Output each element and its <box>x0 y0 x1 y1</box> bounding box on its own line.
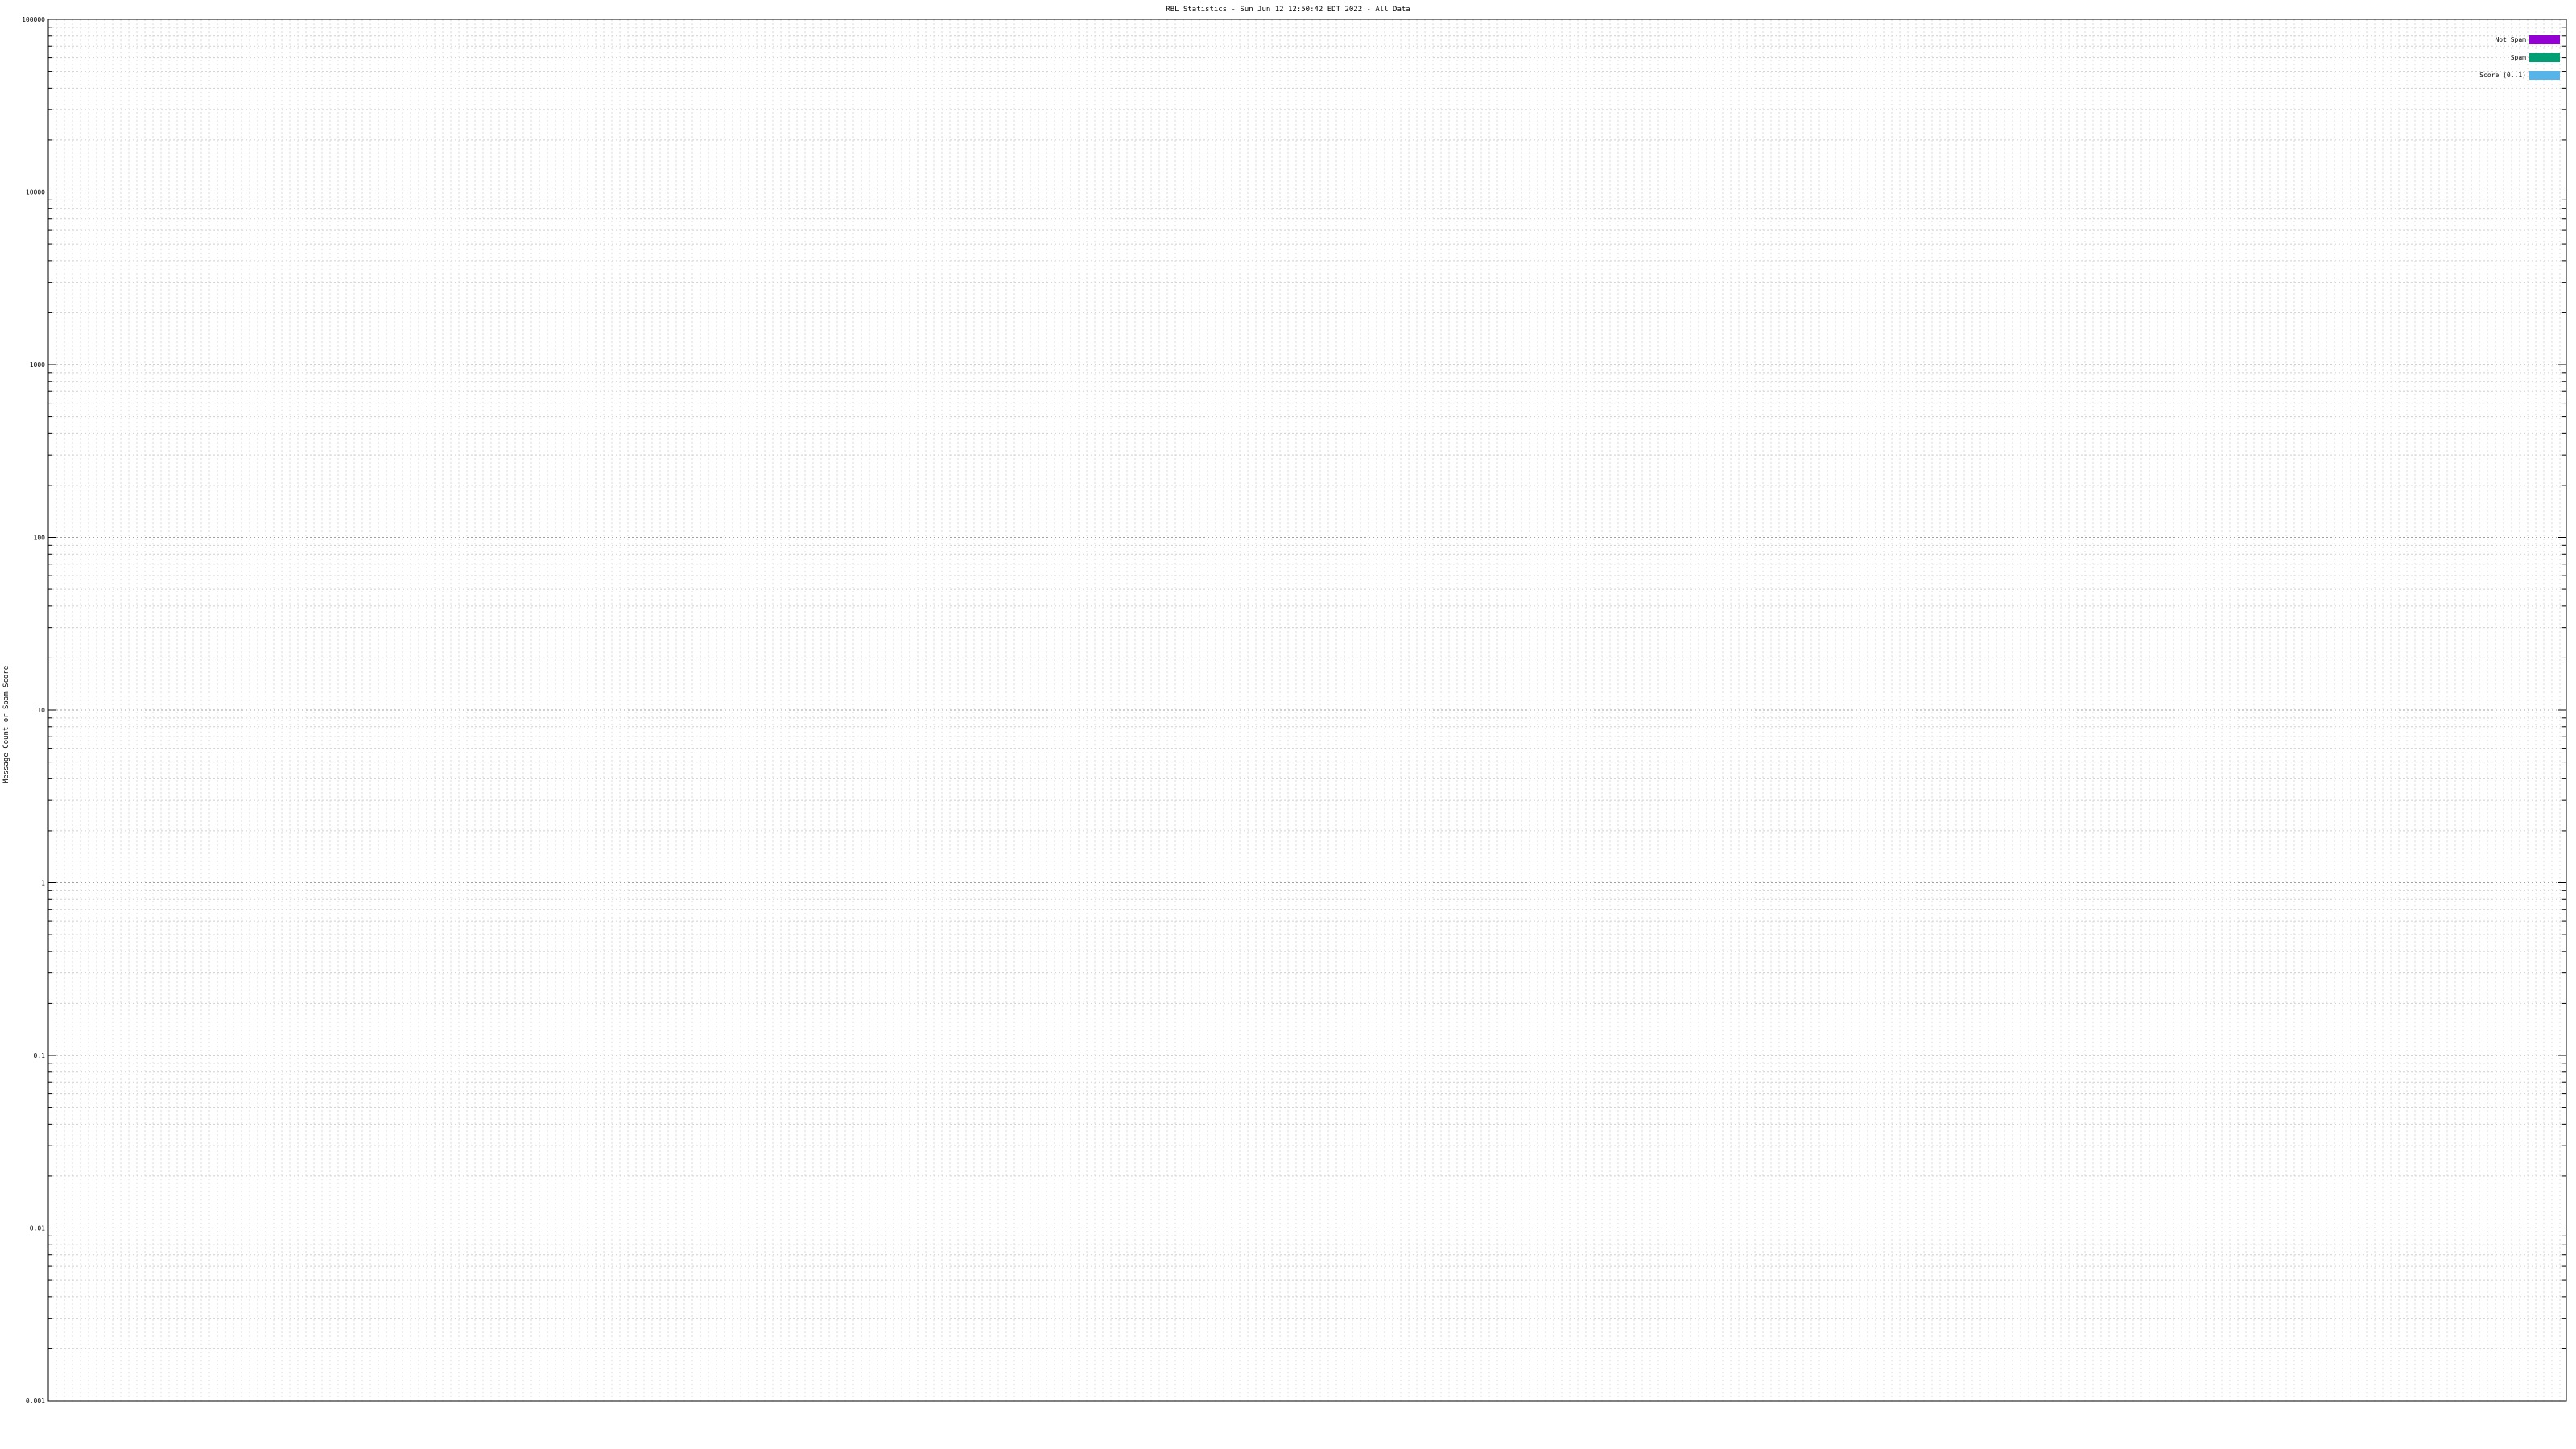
grid-lines <box>48 19 2566 1402</box>
plot-frame <box>47 19 2567 1402</box>
y-tick-label: 1000 <box>30 361 45 369</box>
legend-label: Score (0..1) <box>2479 72 2526 79</box>
y-axis-label: Message Count or Spam Score <box>2 666 10 783</box>
legend-label: Not Spam <box>2495 36 2526 43</box>
y-tick-label: 100 <box>34 535 46 542</box>
legend-swatch <box>2529 71 2560 80</box>
legend-swatch <box>2529 35 2560 44</box>
y-tick-label: 0.001 <box>26 1397 45 1405</box>
y-tick-label: 10000 <box>26 189 45 196</box>
y-tick-label: 1 <box>41 880 45 887</box>
plot-border <box>47 19 2567 1402</box>
y-tick-label: 10 <box>37 707 45 714</box>
legend: Not Spam Spam Score (0..1) <box>2479 35 2560 80</box>
legend-swatch <box>2529 53 2560 62</box>
y-tick-label: 0.01 <box>30 1225 45 1232</box>
y-axis-ticks: 100000 10000 1000 100 10 1 0.1 0.01 0.001 <box>22 16 2566 1405</box>
chart-title: RBL Statistics - Sun Jun 12 12:50:42 EDT… <box>1166 6 1410 14</box>
y-tick-label: 100000 <box>22 16 45 23</box>
legend-label: Spam <box>2511 54 2526 61</box>
y-tick-label: 0.1 <box>34 1052 46 1059</box>
